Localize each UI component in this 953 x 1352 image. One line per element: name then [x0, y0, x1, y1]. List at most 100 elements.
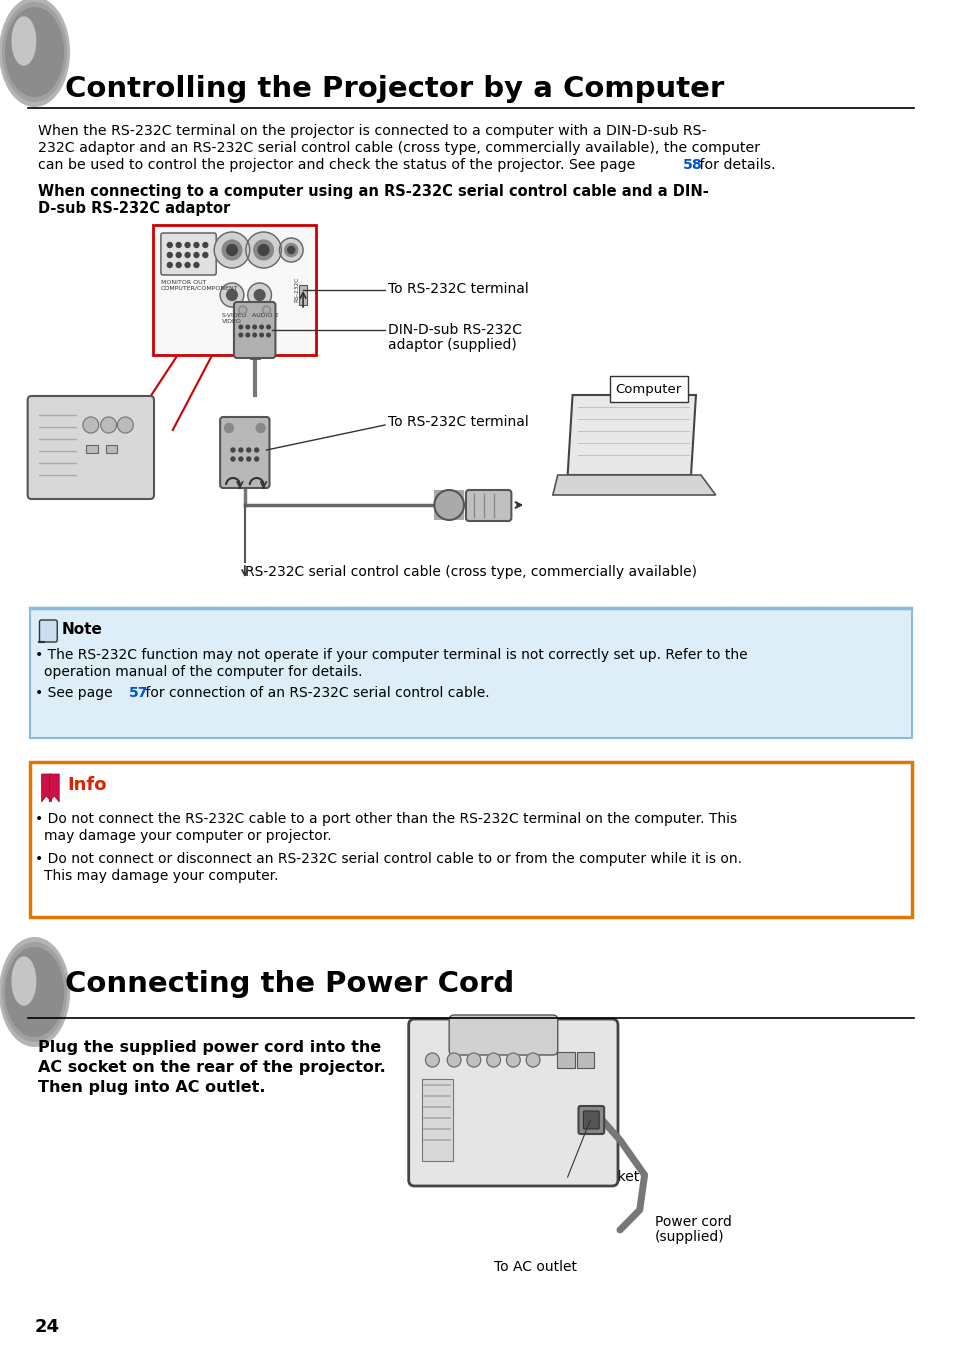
Circle shape	[506, 1053, 519, 1067]
Bar	[152, 224, 315, 356]
Ellipse shape	[0, 0, 70, 107]
Text: • Do not connect or disconnect an RS-232C serial control cable to or from the co: • Do not connect or disconnect an RS-232…	[34, 852, 740, 867]
Text: • The RS-232C function may not operate if your computer terminal is not correctl: • The RS-232C function may not operate i…	[34, 648, 746, 662]
Text: 24: 24	[34, 1318, 59, 1336]
Text: operation manual of the computer for details.: operation manual of the computer for det…	[45, 665, 362, 679]
Circle shape	[447, 1053, 460, 1067]
Circle shape	[253, 333, 256, 337]
Circle shape	[246, 233, 281, 268]
Circle shape	[167, 262, 172, 268]
Text: AC socket: AC socket	[570, 1169, 639, 1184]
FancyBboxPatch shape	[421, 1079, 453, 1161]
Circle shape	[526, 1053, 539, 1067]
Text: Info: Info	[67, 776, 107, 794]
Text: Computer: Computer	[615, 383, 681, 396]
Circle shape	[227, 289, 237, 300]
FancyBboxPatch shape	[583, 1111, 598, 1129]
Text: When the RS-232C terminal on the projector is connected to a computer with a DIN: When the RS-232C terminal on the project…	[37, 124, 705, 138]
Text: (supplied): (supplied)	[654, 1230, 723, 1244]
Circle shape	[258, 245, 269, 256]
FancyBboxPatch shape	[434, 489, 463, 521]
Circle shape	[101, 416, 116, 433]
Circle shape	[176, 262, 181, 268]
Ellipse shape	[2, 1, 67, 101]
Text: D-sub RS-232C adaptor: D-sub RS-232C adaptor	[37, 201, 230, 216]
Text: may damage your computer or projector.: may damage your computer or projector.	[45, 829, 332, 844]
Circle shape	[176, 242, 181, 247]
Ellipse shape	[11, 956, 36, 1006]
Circle shape	[117, 416, 133, 433]
Circle shape	[193, 253, 199, 257]
Text: RS-232C: RS-232C	[294, 277, 299, 303]
Polygon shape	[50, 773, 59, 802]
FancyBboxPatch shape	[299, 285, 307, 306]
Circle shape	[185, 262, 190, 268]
Circle shape	[253, 241, 274, 260]
Text: 58: 58	[682, 158, 702, 172]
Text: AUDIO 2: AUDIO 2	[252, 314, 278, 318]
Circle shape	[288, 246, 294, 254]
Circle shape	[240, 307, 245, 312]
Circle shape	[224, 423, 233, 433]
Text: • Do not connect the RS-232C cable to a port other than the RS-232C terminal on : • Do not connect the RS-232C cable to a …	[34, 813, 736, 826]
Circle shape	[167, 253, 172, 257]
Circle shape	[239, 326, 242, 329]
Circle shape	[231, 448, 234, 452]
Circle shape	[247, 448, 251, 452]
Text: S-VIDEO
VIDEO: S-VIDEO VIDEO	[222, 314, 248, 323]
Circle shape	[214, 233, 250, 268]
FancyBboxPatch shape	[408, 1019, 618, 1186]
FancyBboxPatch shape	[161, 233, 216, 274]
FancyBboxPatch shape	[220, 416, 269, 488]
Circle shape	[185, 242, 190, 247]
Text: DIN-D-sub RS-232C: DIN-D-sub RS-232C	[388, 323, 521, 337]
Text: for connection of an RS-232C serial control cable.: for connection of an RS-232C serial cont…	[141, 685, 489, 700]
Circle shape	[176, 253, 181, 257]
Circle shape	[486, 1053, 500, 1067]
Ellipse shape	[5, 946, 64, 1037]
FancyBboxPatch shape	[39, 621, 57, 642]
FancyBboxPatch shape	[578, 1106, 603, 1134]
FancyBboxPatch shape	[30, 608, 911, 738]
Circle shape	[254, 457, 258, 461]
FancyBboxPatch shape	[449, 1015, 558, 1055]
Circle shape	[231, 457, 234, 461]
Circle shape	[247, 457, 251, 461]
Circle shape	[267, 326, 270, 329]
Polygon shape	[567, 395, 696, 475]
Circle shape	[248, 283, 272, 307]
Circle shape	[203, 242, 208, 247]
FancyBboxPatch shape	[30, 763, 911, 917]
Text: Then plug into AC outlet.: Then plug into AC outlet.	[37, 1080, 265, 1095]
Circle shape	[264, 307, 269, 312]
Text: Connecting the Power Cord: Connecting the Power Cord	[65, 969, 514, 998]
Circle shape	[222, 241, 241, 260]
Circle shape	[238, 306, 247, 314]
Ellipse shape	[0, 937, 70, 1046]
Text: To RS-232C terminal: To RS-232C terminal	[388, 283, 528, 296]
Text: RS-232C serial control cable (cross type, commercially available): RS-232C serial control cable (cross type…	[245, 565, 696, 579]
FancyBboxPatch shape	[576, 1052, 594, 1068]
Circle shape	[238, 457, 243, 461]
Text: can be used to control the projector and check the status of the projector. See : can be used to control the projector and…	[37, 158, 639, 172]
FancyBboxPatch shape	[465, 489, 511, 521]
Circle shape	[259, 333, 263, 337]
Text: This may damage your computer.: This may damage your computer.	[45, 869, 278, 883]
Circle shape	[256, 423, 265, 433]
Circle shape	[284, 243, 297, 257]
Ellipse shape	[2, 942, 67, 1042]
FancyBboxPatch shape	[609, 376, 687, 402]
Circle shape	[262, 306, 271, 314]
Ellipse shape	[5, 7, 64, 97]
Text: AC socket on the rear of the projector.: AC socket on the rear of the projector.	[37, 1060, 385, 1075]
Text: Power cord: Power cord	[654, 1215, 731, 1229]
Text: 232C adaptor and an RS-232C serial control cable (cross type, commercially avail: 232C adaptor and an RS-232C serial contr…	[37, 141, 759, 155]
Text: • See page: • See page	[34, 685, 116, 700]
FancyBboxPatch shape	[28, 396, 153, 499]
Circle shape	[254, 289, 265, 300]
Circle shape	[185, 253, 190, 257]
Circle shape	[193, 242, 199, 247]
Circle shape	[239, 333, 242, 337]
Polygon shape	[41, 773, 51, 802]
Text: for details.: for details.	[694, 158, 775, 172]
